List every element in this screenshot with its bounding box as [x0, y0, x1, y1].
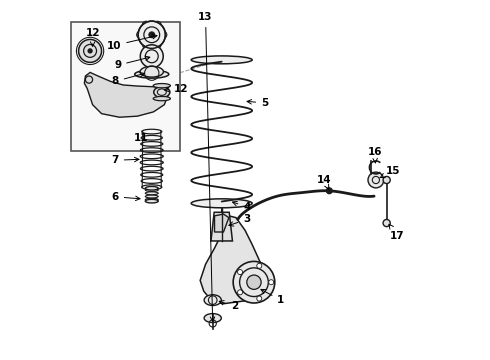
- Ellipse shape: [146, 186, 158, 190]
- Text: 11: 11: [134, 133, 148, 143]
- Ellipse shape: [154, 87, 170, 98]
- Polygon shape: [200, 216, 261, 304]
- Polygon shape: [211, 212, 232, 241]
- Text: 3: 3: [229, 215, 250, 226]
- Text: 12: 12: [85, 28, 100, 46]
- Polygon shape: [215, 214, 229, 232]
- Circle shape: [160, 31, 167, 39]
- Circle shape: [326, 188, 332, 194]
- Circle shape: [257, 296, 262, 301]
- Ellipse shape: [146, 192, 158, 195]
- Circle shape: [143, 41, 149, 48]
- Circle shape: [143, 21, 149, 28]
- Ellipse shape: [146, 189, 158, 192]
- Text: 15: 15: [380, 166, 400, 177]
- Circle shape: [149, 32, 155, 38]
- Ellipse shape: [146, 195, 158, 198]
- Ellipse shape: [191, 199, 252, 208]
- Text: 13: 13: [198, 12, 215, 321]
- Ellipse shape: [140, 66, 164, 77]
- Polygon shape: [84, 72, 168, 117]
- Circle shape: [238, 290, 243, 295]
- Text: 2: 2: [219, 301, 238, 311]
- Ellipse shape: [204, 314, 221, 323]
- Text: 9: 9: [114, 56, 150, 70]
- Text: 5: 5: [247, 98, 269, 108]
- Circle shape: [154, 41, 161, 48]
- Circle shape: [247, 275, 261, 289]
- Circle shape: [137, 31, 144, 39]
- Text: 1: 1: [261, 289, 285, 305]
- Text: 4: 4: [233, 201, 250, 212]
- Ellipse shape: [146, 198, 158, 201]
- Text: 17: 17: [389, 224, 405, 240]
- Circle shape: [368, 172, 384, 188]
- Circle shape: [269, 280, 274, 285]
- Text: 6: 6: [112, 192, 140, 202]
- Ellipse shape: [204, 295, 221, 306]
- Circle shape: [383, 220, 390, 226]
- Text: 14: 14: [317, 175, 331, 189]
- Text: 7: 7: [111, 155, 139, 165]
- Ellipse shape: [191, 56, 252, 64]
- Ellipse shape: [135, 70, 169, 78]
- Circle shape: [257, 263, 262, 268]
- Text: 12: 12: [165, 84, 189, 94]
- Circle shape: [78, 40, 101, 62]
- Circle shape: [140, 45, 163, 68]
- Ellipse shape: [153, 96, 171, 101]
- Circle shape: [233, 261, 275, 303]
- Circle shape: [138, 21, 166, 48]
- Circle shape: [88, 49, 92, 53]
- Circle shape: [383, 176, 390, 184]
- Circle shape: [154, 21, 161, 28]
- Bar: [71, 22, 180, 151]
- Ellipse shape: [146, 199, 158, 203]
- Text: 8: 8: [112, 72, 145, 86]
- Text: 10: 10: [107, 35, 157, 50]
- Text: 16: 16: [368, 147, 382, 163]
- Circle shape: [238, 270, 243, 275]
- Ellipse shape: [153, 84, 171, 88]
